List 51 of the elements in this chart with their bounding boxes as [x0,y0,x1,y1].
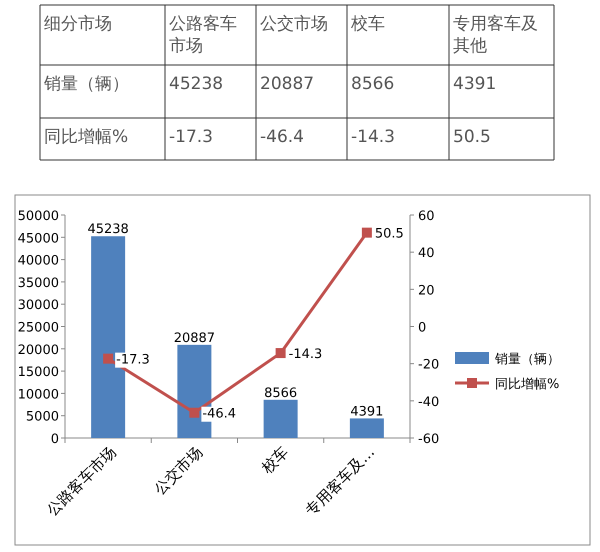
y2-tick-label: -40 [418,394,440,410]
x-tick-label: 校车 [257,442,292,478]
point [276,348,286,358]
category-label: 专用客车及其他 [453,14,538,56]
y2-tick-label: -60 [418,432,440,447]
data-label: -14.3 [288,347,322,362]
text: 销量（辆） [43,74,129,94]
data-label: -46.4 [202,406,236,422]
data-label: 45238 [87,222,129,238]
y-tick-label: 10000 [18,387,59,402]
data-label: 20887 [260,74,314,94]
y2-tick-label: 40 [418,246,435,262]
point [103,354,114,364]
y-tick-label: 35000 [18,276,59,291]
y-tick-label: 25000 [18,320,59,336]
x-tick-label: 公交市场 [150,442,206,498]
y-tick-label: 5000 [26,410,59,425]
data-label: 20887 [174,330,216,346]
data-label: -17.3 [169,127,213,147]
data-label: -17.3 [116,352,150,368]
y2-tick-label: -20 [418,358,440,373]
text: 同比增幅% [44,127,128,147]
y2-tick-label: 0 [418,320,426,336]
data-label: 8566 [351,74,394,94]
y2-tick-label: 60 [418,209,435,224]
y-tick-label: 30000 [18,298,59,314]
legend-label: 销量（辆） [494,352,560,367]
y-tick-label: 40000 [18,254,59,269]
y-tick-label: 20000 [18,342,59,358]
data-label: 50.5 [374,226,404,242]
data-label: 50.5 [453,127,491,147]
data-label: 8566 [264,386,298,401]
data-label: 4391 [453,74,496,94]
legend-label: 同比增幅% [495,377,560,392]
y-tick-label: 15000 [18,365,59,380]
bar [350,418,384,438]
data-label: -14.3 [351,127,395,147]
data-label: 4391 [350,404,384,420]
category-label: 公路客车市场 [169,14,237,56]
bar [264,400,298,438]
x-tick-label: 专用客车及… [302,442,378,520]
y-tick-label: 45000 [18,231,59,246]
data-label: 45238 [169,74,224,94]
text: 细分市场 [44,14,112,34]
category-label: 公交市场 [260,14,328,34]
y-tick-label: 50000 [18,209,59,224]
y2-tick-label: 20 [418,283,435,298]
point [189,408,200,418]
data-label: -46.4 [260,127,304,147]
category-label: 校车 [350,14,385,34]
point [362,228,372,238]
